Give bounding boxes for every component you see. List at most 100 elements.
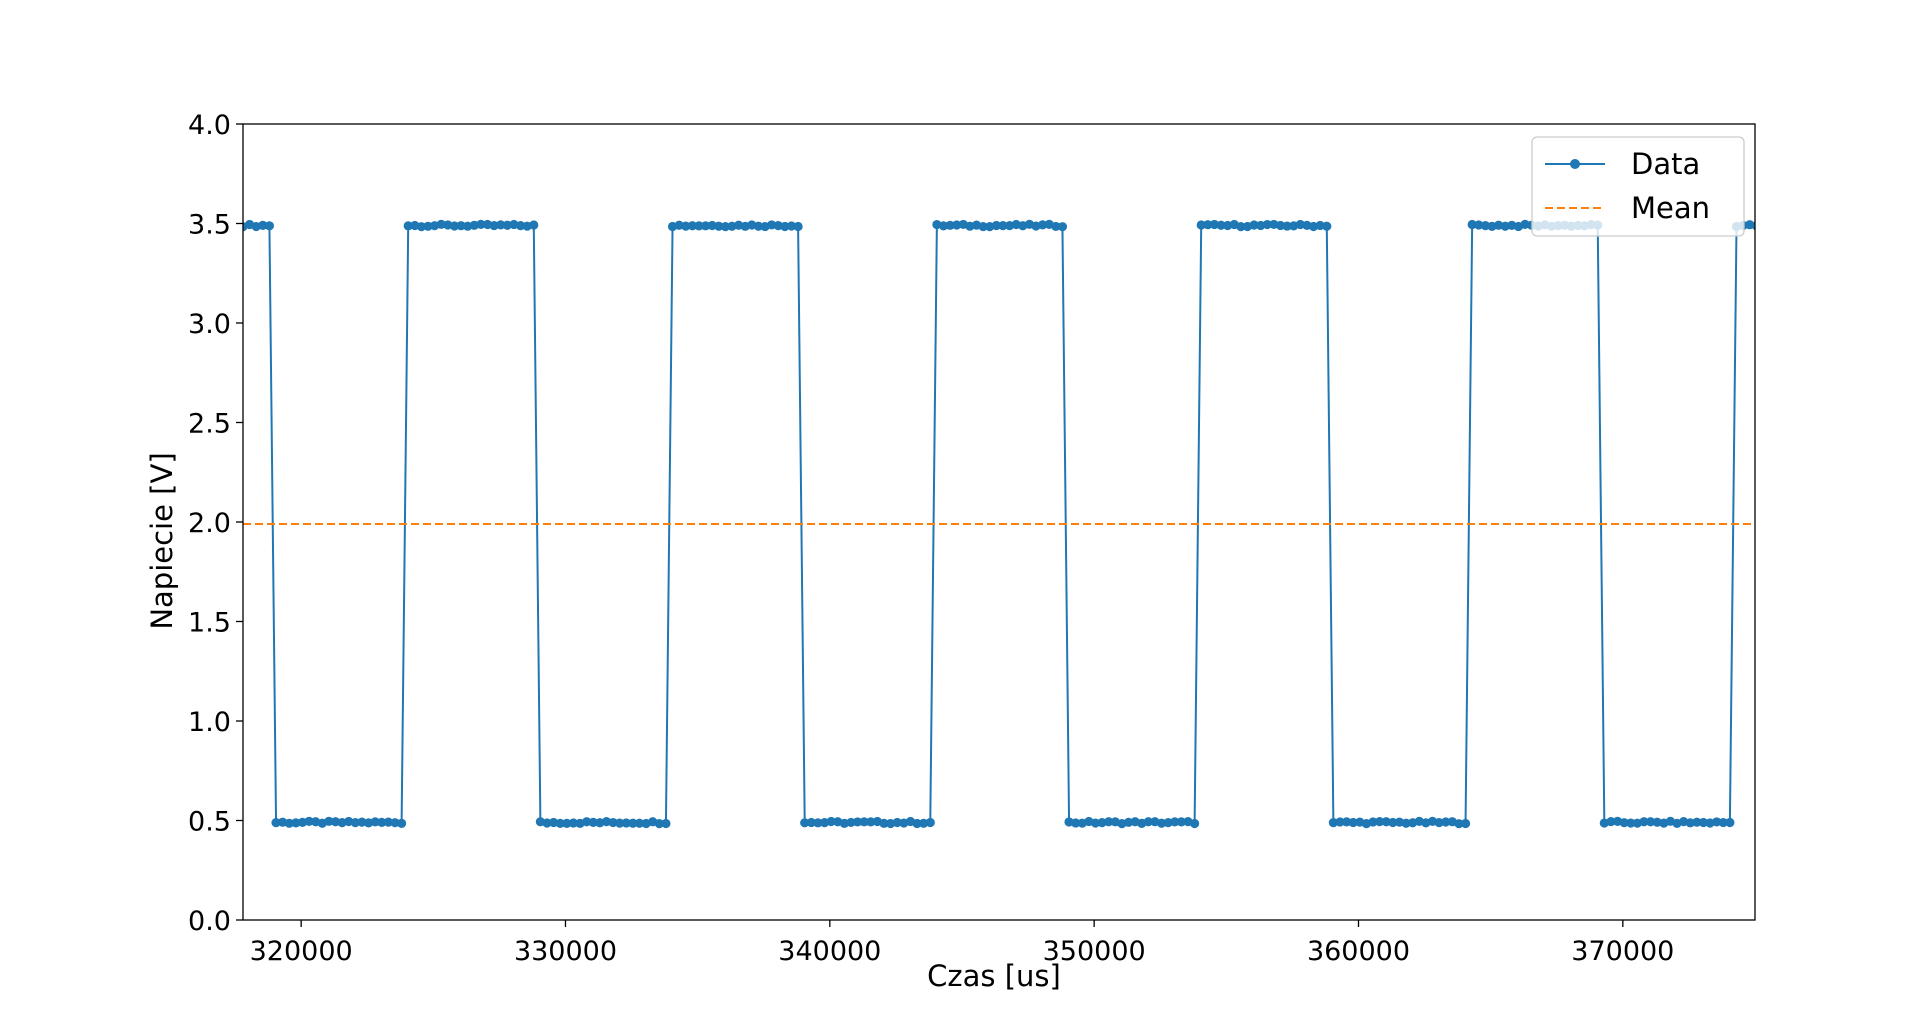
- data-point: [1123, 817, 1134, 827]
- plot-area: [243, 219, 1755, 829]
- data-point: [529, 220, 539, 230]
- x-tick-label: 350000: [1043, 936, 1146, 967]
- data-point: [1143, 817, 1153, 827]
- data-point: [1454, 819, 1464, 829]
- data-point: [542, 818, 552, 828]
- data-point: [449, 221, 460, 231]
- data-point: [1190, 818, 1200, 829]
- data-point: [476, 219, 486, 229]
- data-point: [1725, 817, 1735, 828]
- data-point: [403, 221, 413, 231]
- y-tick-label: 2.5: [188, 409, 231, 440]
- data-point: [912, 818, 922, 829]
- data-point: [1282, 221, 1292, 231]
- y-tick-label: 4.0: [188, 110, 231, 141]
- data-point: [1275, 220, 1286, 231]
- data-point: [397, 818, 407, 828]
- x-tick-label: 330000: [514, 936, 617, 967]
- data-point: [1606, 816, 1616, 827]
- axes: 320000 330000 340000 350000 360000 370000 0.0 0…: [188, 110, 1756, 967]
- legend-data-marker-swatch: [1570, 159, 1580, 169]
- data-point: [291, 818, 301, 828]
- data-point: [938, 221, 949, 231]
- legend-entry-data: Data: [1545, 147, 1700, 181]
- data-point: [608, 817, 618, 828]
- data-point: [714, 221, 724, 231]
- data-point: [1348, 817, 1358, 828]
- data-point: [879, 818, 889, 828]
- data-point: [1203, 220, 1213, 230]
- data-point: [1474, 220, 1484, 230]
- data-point: [1639, 817, 1649, 827]
- data-point: [383, 817, 393, 827]
- data-point: [945, 220, 955, 230]
- data-point: [1090, 818, 1101, 828]
- data-point: [1156, 818, 1167, 828]
- y-axis-label: Napiecie [V]: [145, 452, 179, 629]
- data-point: [304, 816, 314, 826]
- data-point: [720, 222, 731, 232]
- data-point: [562, 818, 572, 829]
- data-point: [1342, 817, 1352, 827]
- data-point: [806, 817, 816, 828]
- data-point: [793, 221, 803, 232]
- data-point: [694, 221, 704, 231]
- data-point: [991, 220, 1001, 231]
- data-point: [1196, 220, 1206, 230]
- data-point: [1467, 219, 1477, 230]
- data-point: [998, 220, 1008, 231]
- data-point: [582, 817, 592, 827]
- data-point: [621, 818, 631, 828]
- data-point: [1751, 221, 1755, 231]
- data-point: [866, 817, 876, 827]
- data-point: [1249, 220, 1259, 230]
- data-point: [436, 219, 446, 229]
- data-point: [1216, 220, 1226, 230]
- legend-entry-mean: Mean: [1545, 191, 1710, 225]
- data-point: [423, 221, 433, 231]
- data-point: [700, 221, 711, 231]
- data-point: [258, 220, 268, 230]
- data-point: [687, 221, 697, 231]
- data-point: [1698, 817, 1709, 828]
- data-point: [416, 222, 427, 232]
- data-point: [1685, 818, 1695, 828]
- data-point: [1619, 818, 1629, 828]
- data-point: [264, 221, 275, 231]
- y-tick-label: 1.5: [188, 608, 231, 639]
- data-point: [852, 817, 863, 827]
- data-point: [952, 220, 962, 230]
- data-point: [1236, 222, 1246, 232]
- data-point: [780, 221, 790, 232]
- data-point: [1170, 817, 1180, 827]
- data-point: [1051, 221, 1061, 232]
- data-point: [628, 818, 638, 828]
- data-point: [1460, 818, 1471, 829]
- y-tick-label: 1.0: [188, 707, 231, 738]
- data-point: [284, 818, 294, 828]
- data-point: [377, 817, 387, 827]
- data-point: [1071, 818, 1081, 828]
- data-point: [846, 817, 856, 828]
- data-point: [1645, 817, 1656, 827]
- x-axis-label: Czas [us]: [927, 959, 1061, 993]
- data-point: [496, 220, 506, 230]
- data-point: [1434, 817, 1444, 828]
- y-tick-label: 2.0: [188, 508, 231, 539]
- data-point: [350, 818, 360, 828]
- data-point: [1375, 817, 1385, 827]
- data-point: [1057, 222, 1068, 232]
- x-tick-label: 320000: [250, 936, 353, 967]
- data-point: [661, 818, 671, 829]
- data-point: [1626, 818, 1636, 828]
- data-point: [1692, 817, 1702, 827]
- data-point: [634, 818, 645, 828]
- data-point: [786, 221, 797, 231]
- data-point: [1322, 221, 1332, 231]
- data-point: [615, 818, 625, 828]
- data-point: [1176, 817, 1186, 827]
- data-point: [588, 817, 598, 827]
- data-point: [555, 818, 565, 828]
- data-point: [753, 221, 764, 231]
